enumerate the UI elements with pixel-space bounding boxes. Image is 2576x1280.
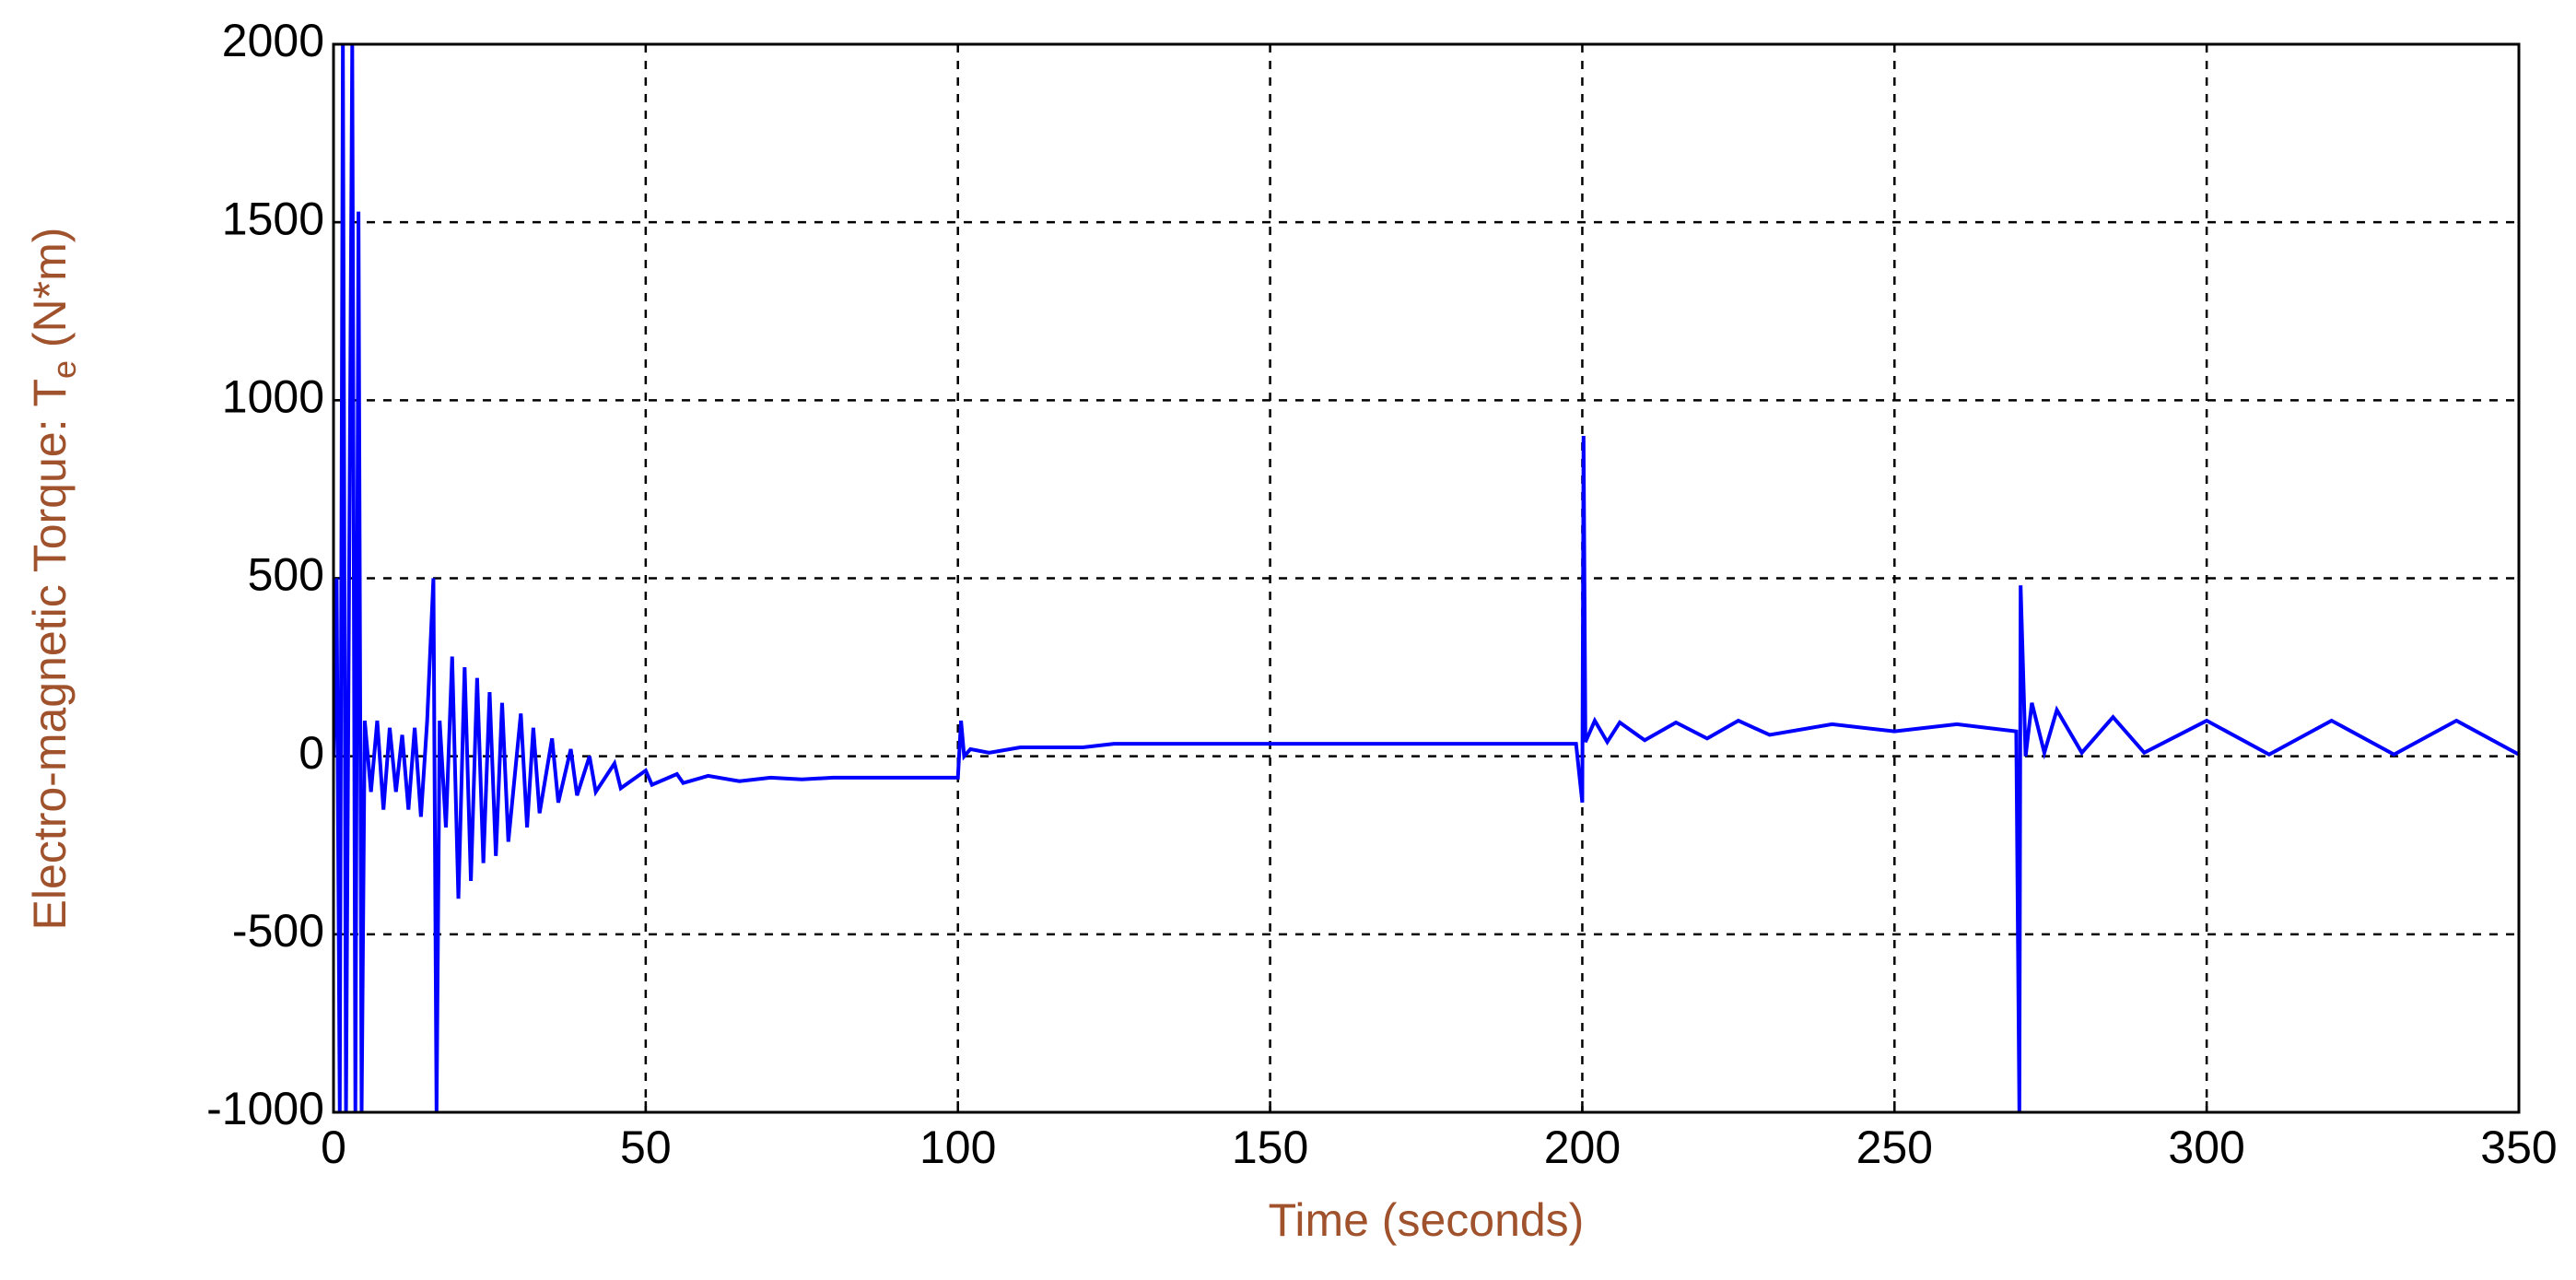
x-tick-label: 350 xyxy=(2480,1121,2557,1173)
x-tick-label: 150 xyxy=(1232,1121,1308,1173)
x-axis-label: Time (seconds) xyxy=(1269,1194,1585,1246)
x-tick-label: 100 xyxy=(919,1121,996,1173)
x-tick-label: 50 xyxy=(620,1121,672,1173)
x-tick-label: 200 xyxy=(1544,1121,1621,1173)
y-axis-label-part: Electro-magnetic Torque: T xyxy=(24,379,76,930)
plot-frame xyxy=(332,42,2521,1114)
y-tick-label: 500 xyxy=(248,549,324,601)
y-tick-label: -1000 xyxy=(206,1083,324,1134)
y-tick-label: 0 xyxy=(299,727,324,779)
y-axis-label: Electro-magnetic Torque: Te (N*m) xyxy=(24,228,82,931)
y-axis-label-part: (N*m) xyxy=(24,228,76,360)
y-tick-label: 2000 xyxy=(222,15,324,66)
x-tick-label: 0 xyxy=(321,1121,346,1173)
y-tick-label: 1500 xyxy=(222,193,324,244)
y-tick-label: -500 xyxy=(232,905,324,957)
x-tick-label: 300 xyxy=(2168,1121,2244,1173)
y-axis-label-subscript: e xyxy=(45,360,83,379)
data-line xyxy=(334,44,2519,1112)
y-tick-label: 1000 xyxy=(222,371,324,423)
x-tick-label: 250 xyxy=(1856,1121,1933,1173)
